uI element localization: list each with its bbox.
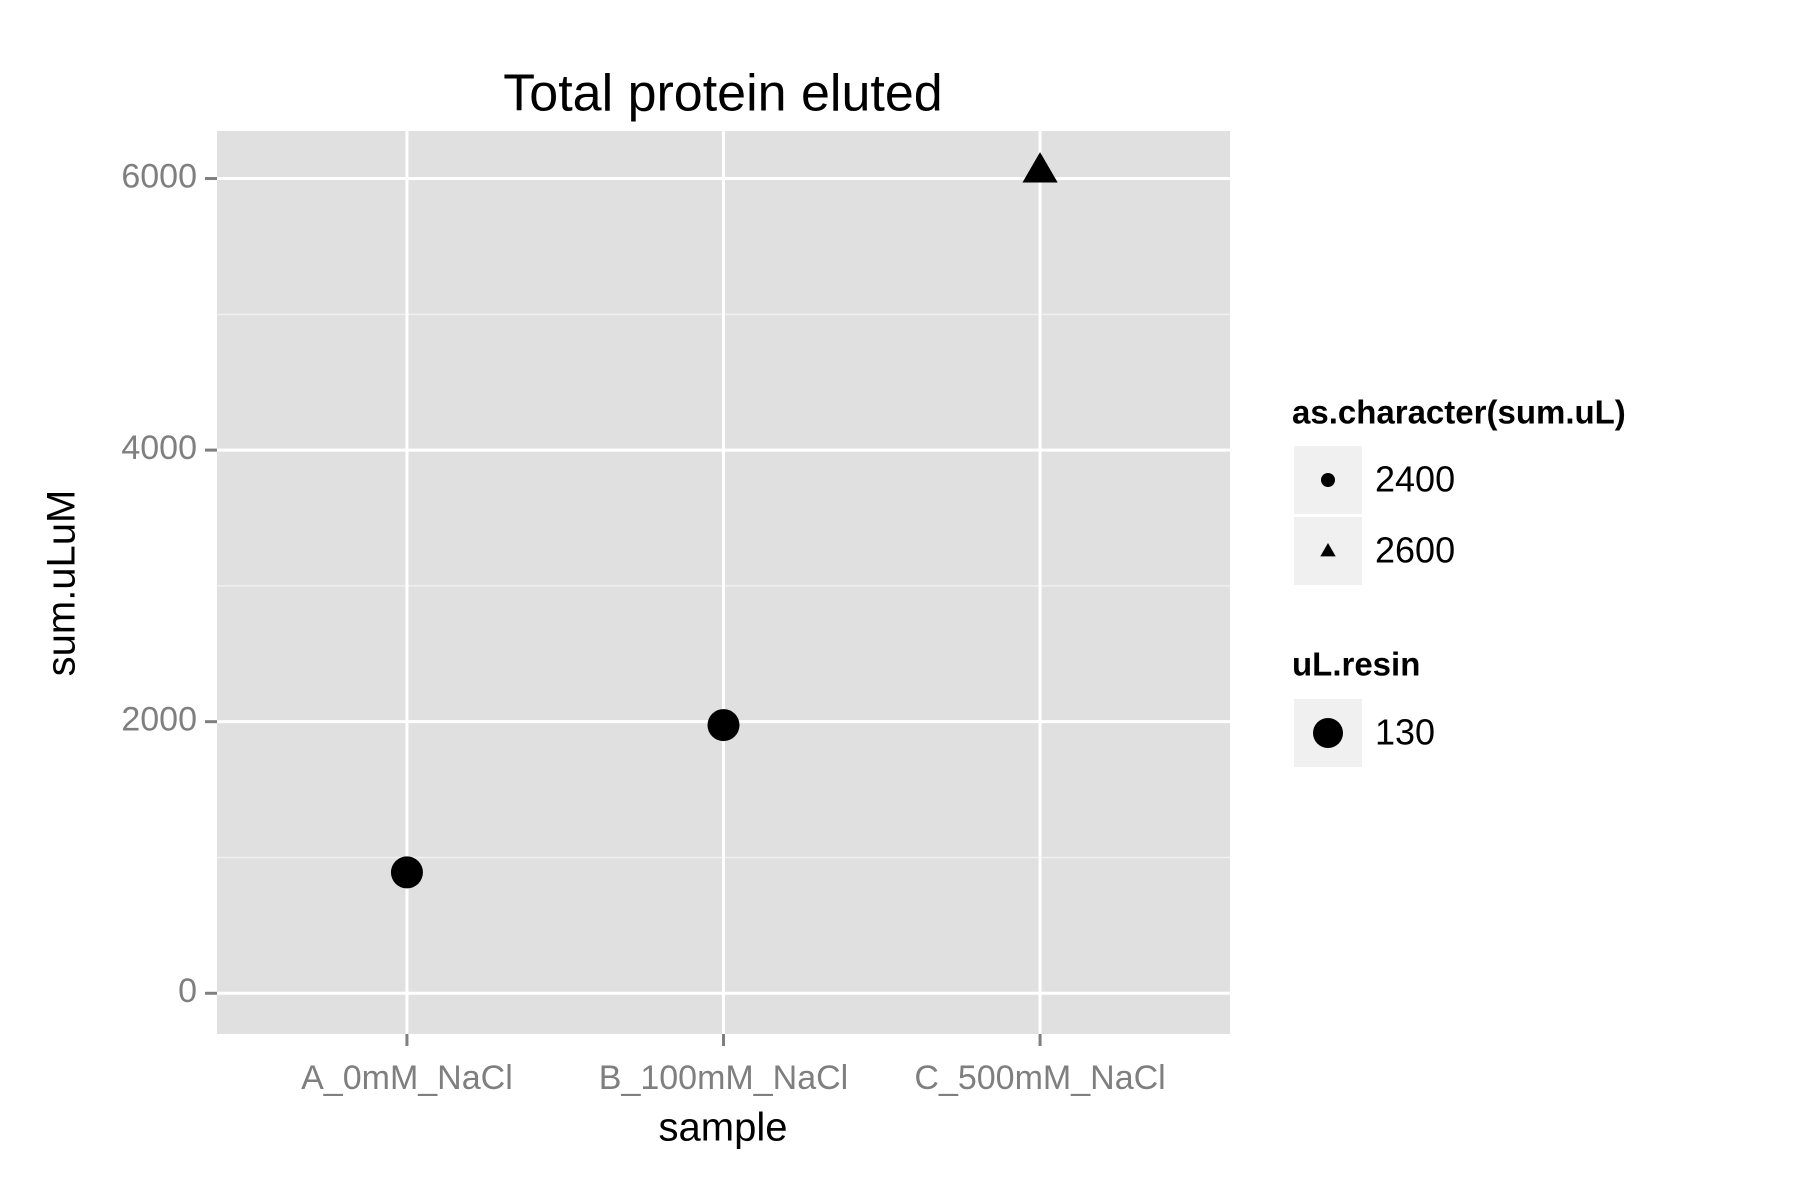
legend-label: 130 xyxy=(1375,712,1435,753)
legend-title: uL.resin xyxy=(1292,646,1420,683)
x-tick-label: B_100mM_NaCl xyxy=(599,1059,848,1097)
y-tick-label: 6000 xyxy=(121,158,197,196)
x-tick-label: C_500mM_NaCl xyxy=(914,1059,1165,1097)
x-axis-title: sample xyxy=(659,1106,788,1150)
triangle-point xyxy=(1320,543,1336,557)
legend-label: 2600 xyxy=(1375,530,1455,571)
y-axis-title: sum.uLuM xyxy=(40,490,84,677)
y-tick-label: 0 xyxy=(178,972,197,1010)
triangle-point xyxy=(1022,152,1058,183)
y-tick-label: 2000 xyxy=(121,701,197,739)
x-tick-label: A_0mM_NaCl xyxy=(301,1059,513,1097)
circle-point xyxy=(707,709,740,742)
legend-symbol xyxy=(1313,718,1343,748)
y-tick-label: 4000 xyxy=(121,429,197,467)
circle-point xyxy=(1321,473,1335,487)
circle-point xyxy=(390,856,423,889)
chart-title: Total protein eluted xyxy=(503,65,942,123)
legend-title: as.character(sum.uL) xyxy=(1292,394,1626,431)
legend-label: 2400 xyxy=(1375,459,1455,500)
